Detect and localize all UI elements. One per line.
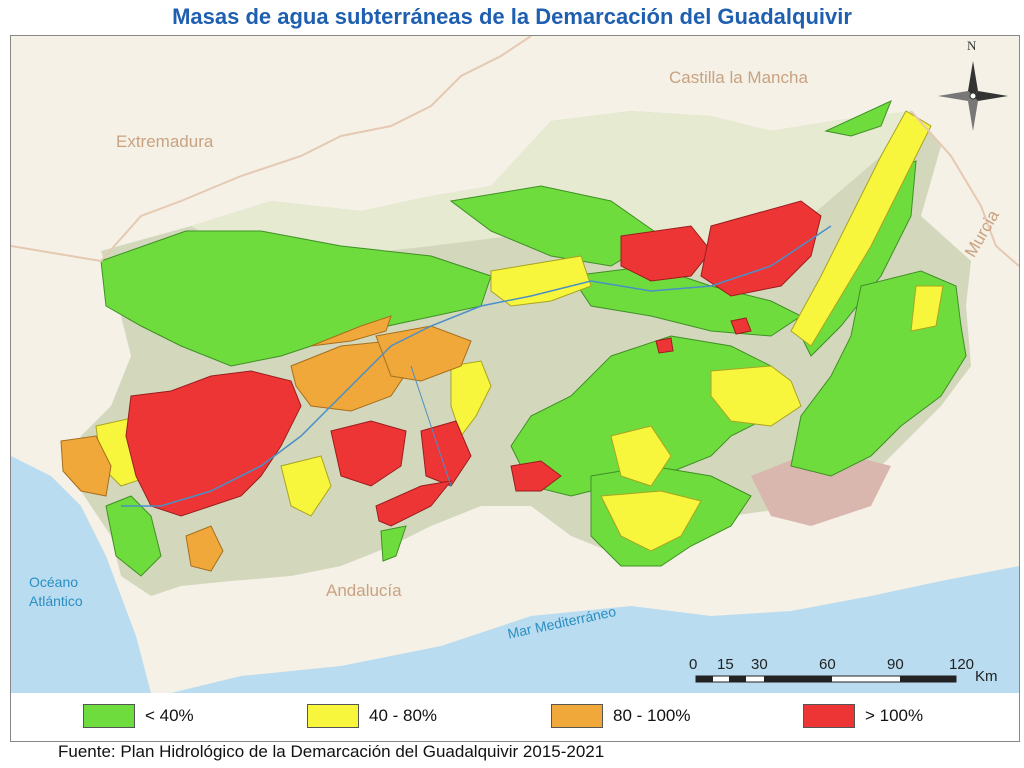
- zone-green-southwest: [105, 495, 162, 577]
- map-title: Masas de agua subterráneas de la Demarca…: [172, 4, 852, 29]
- scale-tick-30: 30: [751, 656, 768, 673]
- scale-tick-15: 15: [717, 656, 734, 673]
- scale-bar: [695, 675, 957, 683]
- region-label-andalucia: Andalucía: [326, 581, 402, 600]
- scale-unit: Km: [975, 668, 998, 685]
- sea-label-oceano-2: Atlántico: [29, 593, 83, 609]
- zone-yellow-east-strip: [790, 110, 932, 347]
- legend-swatch-yellow: [307, 704, 359, 728]
- source-note: Fuente: Plan Hidrológico de la Demarcaci…: [58, 742, 605, 761]
- legend-label-yellow: 40 - 80%: [369, 706, 438, 725]
- zone-red-small-1: [730, 317, 752, 335]
- zone-red-center: [330, 420, 407, 487]
- zone-yellow-east-small: [910, 285, 944, 332]
- scale-tick-60: 60: [819, 656, 836, 673]
- map-frame: Castilla la Mancha Extremadura Murcia An…: [10, 35, 1020, 694]
- zone-yellow-south-center: [610, 425, 672, 487]
- zone-red-south-east: [510, 460, 562, 492]
- scale-tick-0: 0: [689, 656, 698, 673]
- zone-yellow-mid: [450, 360, 492, 438]
- zone-orange-south: [185, 525, 224, 572]
- legend-label-red: > 100%: [865, 706, 924, 725]
- scale-tick-120: 120: [949, 656, 975, 673]
- legend-label-green: < 40%: [145, 706, 194, 725]
- zone-green-northeast: [824, 100, 892, 137]
- tributary-river: [410, 365, 452, 487]
- zone-orange-center-west: [290, 340, 412, 412]
- zone-red-small-2: [655, 337, 674, 354]
- compass-north-label: N: [967, 38, 977, 53]
- scale-tick-90: 90: [887, 656, 904, 673]
- atlantic-ocean-area: [11, 456, 151, 693]
- zone-orange-west: [60, 435, 112, 497]
- guadalquivir-river: [121, 225, 832, 507]
- zone-green-northwest: [100, 230, 492, 367]
- mediterranean-sea-area: [171, 566, 1019, 693]
- zone-red-center-east: [420, 420, 472, 487]
- legend-swatch-red: [803, 704, 855, 728]
- region-border-east: [910, 110, 1019, 267]
- zone-red-south-strip: [375, 480, 453, 527]
- legend-item-yellow: 40 - 80%: [307, 703, 437, 729]
- zone-yellow-south: [600, 490, 702, 552]
- zone-yellow-center: [710, 365, 802, 427]
- compass-rose-icon: [938, 61, 1008, 131]
- zone-yellow-central-south: [280, 455, 332, 517]
- zone-red-north-2: [700, 200, 822, 297]
- legend-swatch-green: [83, 704, 135, 728]
- legend-item-red: > 100%: [803, 703, 923, 729]
- zone-orange-northwest: [310, 315, 392, 347]
- zone-green-coast: [380, 525, 407, 562]
- legend: < 40% 40 - 80% 80 - 100% > 100%: [10, 693, 1020, 742]
- legend-item-green: < 40%: [83, 703, 194, 729]
- legend-item-orange: 80 - 100%: [551, 703, 691, 729]
- zone-red-west: [125, 370, 302, 517]
- region-label-castilla: Castilla la Mancha: [669, 68, 808, 87]
- eastern-relief: [751, 456, 891, 526]
- sea-label-oceano-1: Océano: [29, 574, 79, 590]
- map-canvas: [11, 36, 1019, 693]
- region-label-extremadura: Extremadura: [116, 132, 214, 151]
- region-border: [11, 36, 532, 263]
- zone-red-north-1: [620, 225, 712, 282]
- zone-yellow-north-center: [490, 255, 592, 307]
- legend-label-orange: 80 - 100%: [613, 706, 691, 725]
- legend-swatch-orange: [551, 704, 603, 728]
